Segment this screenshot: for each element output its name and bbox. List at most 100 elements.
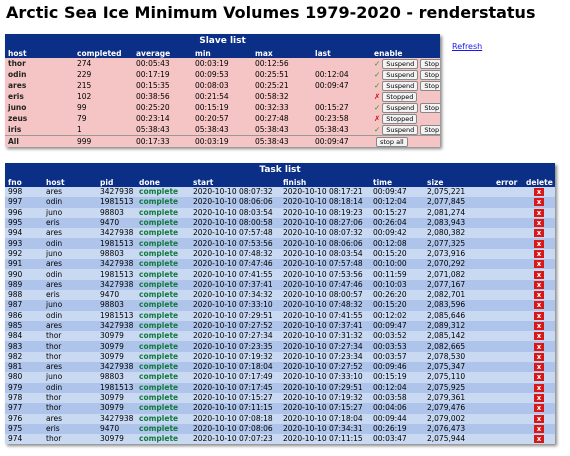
task-row: 988 eris 9470 complete 2020-10-10 07:34:32 20… <box>5 289 556 301</box>
enable-cell: ✗ Stopped <box>371 91 441 102</box>
delete-button[interactable]: x <box>534 280 545 289</box>
delete-button[interactable]: x <box>534 322 545 330</box>
cell: 00:04:06 <box>370 403 424 414</box>
cell <box>312 58 371 69</box>
cell: 98803 <box>97 300 136 311</box>
delete-cell: x <box>523 382 556 393</box>
cell: 30979 <box>97 434 136 445</box>
button[interactable]: Suspend <box>382 124 419 135</box>
button[interactable]: Stop <box>420 102 441 113</box>
cell: 2,075,944 <box>424 434 493 445</box>
refresh-link[interactable]: Refresh <box>452 42 483 51</box>
button[interactable]: Suspend <box>382 102 419 113</box>
button[interactable]: Stop <box>420 80 441 91</box>
cell: 2020-10-10 07:37:41 <box>190 279 280 290</box>
slave-table: Slave list host completed average min max last… <box>5 34 441 147</box>
delete-button[interactable]: x <box>534 229 545 238</box>
delete-button[interactable]: x <box>534 332 545 341</box>
cell: 2,076,473 <box>424 423 493 435</box>
delete-button[interactable]: x <box>534 219 545 228</box>
delete-button[interactable]: x <box>534 198 545 207</box>
cell: 2020-10-10 07:33:10 <box>280 372 370 383</box>
button[interactable]: Stopped <box>382 113 418 124</box>
cell: 2,085,646 <box>424 310 493 321</box>
delete-button[interactable]: x <box>534 188 545 197</box>
delete-button[interactable]: x <box>534 342 545 351</box>
delete-button[interactable]: x <box>534 239 545 248</box>
cell: 00:10:00 <box>370 259 424 270</box>
caption-row: Slave list <box>5 34 441 48</box>
status-icon: ✗ <box>374 91 381 101</box>
button[interactable]: Suspend <box>382 58 419 69</box>
cell: 3427938 <box>97 413 136 424</box>
error-cell <box>493 238 523 249</box>
button[interactable]: Stop <box>420 124 441 135</box>
delete-button[interactable]: x <box>534 394 545 403</box>
cell: 2020-10-10 07:47:46 <box>280 279 370 290</box>
cell: 2020-10-10 08:17:21 <box>280 187 370 198</box>
cell <box>312 91 371 102</box>
table-title: Slave list <box>5 34 441 48</box>
cell: complete <box>136 187 190 198</box>
delete-button[interactable]: x <box>534 435 545 444</box>
cell: 1 <box>74 124 133 136</box>
delete-button[interactable]: x <box>534 270 545 279</box>
cell: 998 <box>5 187 43 198</box>
cell: 2,075,925 <box>424 382 493 393</box>
cell: 00:15:20 <box>370 300 424 311</box>
cell: 274 <box>74 58 133 69</box>
cell: 2,083,596 <box>424 300 493 311</box>
button[interactable]: Suspend <box>382 69 419 80</box>
cell: 2020-10-10 08:07:32 <box>280 228 370 239</box>
cell: 2020-10-10 07:41:55 <box>190 269 280 280</box>
delete-button[interactable]: x <box>534 352 545 361</box>
cell: 05:38:43 <box>312 124 371 136</box>
cell: 00:25:51 <box>252 69 312 80</box>
task-row: 974 thor 30979 complete 2020-10-10 07:07:23 2… <box>5 434 556 445</box>
button[interactable]: Suspend <box>382 80 419 91</box>
delete-button[interactable]: x <box>534 301 545 310</box>
cell: 2020-10-10 07:29:51 <box>190 310 280 321</box>
delete-button[interactable]: x <box>534 373 545 382</box>
delete-button[interactable]: x <box>534 414 545 423</box>
error-cell <box>493 362 523 373</box>
delete-cell: x <box>523 341 556 352</box>
header-row: host completed average min max last enable <box>5 48 441 58</box>
cell: complete <box>136 403 190 414</box>
delete-button[interactable]: x <box>534 404 545 413</box>
cell: 00:23:14 <box>133 113 192 124</box>
delete-button[interactable]: x <box>534 291 545 300</box>
cell: juno <box>43 248 97 260</box>
button[interactable]: Stop <box>420 69 441 80</box>
cell: 00:09:44 <box>370 413 424 424</box>
delete-button[interactable]: x <box>534 311 545 320</box>
delete-button[interactable]: x <box>534 363 545 372</box>
button[interactable]: Stopped <box>382 91 418 102</box>
cell: 00:03:47 <box>370 434 424 445</box>
delete-button[interactable]: x <box>534 249 545 258</box>
task-row: 996 juno 98803 complete 2020-10-10 08:03:54 2… <box>5 207 556 218</box>
column-header: completed <box>74 48 133 58</box>
cell: odin <box>43 269 97 280</box>
task-row: 998 ares 3427938 complete 2020-10-10 08:07:3… <box>5 187 556 198</box>
cell: 30979 <box>97 392 136 404</box>
cell: 00:08:03 <box>192 80 252 91</box>
delete-button[interactable]: x <box>534 208 545 217</box>
delete-button[interactable]: x <box>534 260 545 269</box>
error-cell <box>493 372 523 383</box>
cell: 30979 <box>97 331 136 342</box>
delete-button[interactable]: x <box>534 424 545 433</box>
column-header: enable <box>371 48 441 58</box>
delete-cell: x <box>523 217 556 229</box>
cell: eris <box>43 289 97 301</box>
button[interactable]: Stop <box>420 58 441 69</box>
button[interactable]: stop all <box>376 136 408 147</box>
cell: 2020-10-10 08:27:06 <box>280 217 370 229</box>
cell: 2020-10-10 07:48:32 <box>190 248 280 260</box>
cell: 2020-10-10 08:00:58 <box>190 217 280 229</box>
delete-button[interactable]: x <box>534 383 545 392</box>
cell: juno <box>43 207 97 218</box>
cell: 00:12:08 <box>370 238 424 249</box>
task-row: 984 thor 30979 complete 2020-10-10 07:27:34 2… <box>5 331 556 342</box>
